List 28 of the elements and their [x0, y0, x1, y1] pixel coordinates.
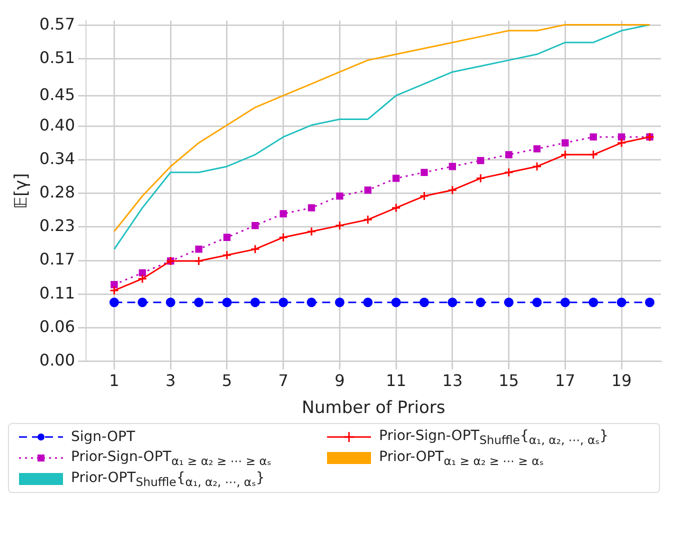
y-tick-label: 0.23 — [39, 216, 76, 236]
legend-label: Prior-Sign-OPT$_{α₁ ≥ α₂ ≥ ⋯ ≥ αₛ}$ — [71, 448, 272, 468]
legend-label: Prior-Sign-OPT$_{Shuffle}${$_{α₁, α₂, ⋯, αₛ}$} — [379, 428, 608, 447]
legend-label: Prior-OPT$_{α₁ ≥ α₂ ≥ ⋯ ≥ αₛ}$ — [379, 448, 544, 468]
x-axis-title: Number of Priors — [302, 398, 446, 418]
x-tick-label: 5 — [222, 371, 232, 390]
x-tick-label: 11 — [386, 371, 406, 390]
x-tick-label: 15 — [498, 371, 519, 390]
x-tick-label: 9 — [334, 371, 345, 390]
x-tick-label: 7 — [278, 371, 288, 390]
y-tick-label: 0.11 — [39, 283, 76, 302]
y-tick-label: 0.00 — [39, 350, 76, 370]
x-tick-label: 17 — [554, 371, 576, 390]
x-tick-label: 1 — [109, 371, 120, 390]
y-tick-label: 0.57 — [39, 14, 76, 34]
y-axis-title: 𝔼[γ] — [12, 173, 32, 209]
x-tick-label: 13 — [442, 371, 463, 390]
y-tick-label: 0.45 — [39, 84, 76, 104]
x-tick-label: 19 — [611, 371, 632, 390]
legend-label: Prior-OPT$_{Shuffle}${$_{α₁, α₂, ⋯, αₛ}$} — [71, 470, 265, 488]
y-tick-label: 0.17 — [39, 250, 76, 269]
y-tick-label: 0.34 — [39, 148, 76, 168]
legend-label: Sign-OPT — [71, 429, 135, 446]
y-tick-label: 0.06 — [39, 316, 76, 336]
y-tick-label: 0.51 — [39, 48, 76, 68]
y-tick-label: 0.28 — [39, 182, 76, 202]
x-tick-label: 3 — [165, 371, 176, 390]
y-tick-label: 0.40 — [39, 115, 76, 134]
